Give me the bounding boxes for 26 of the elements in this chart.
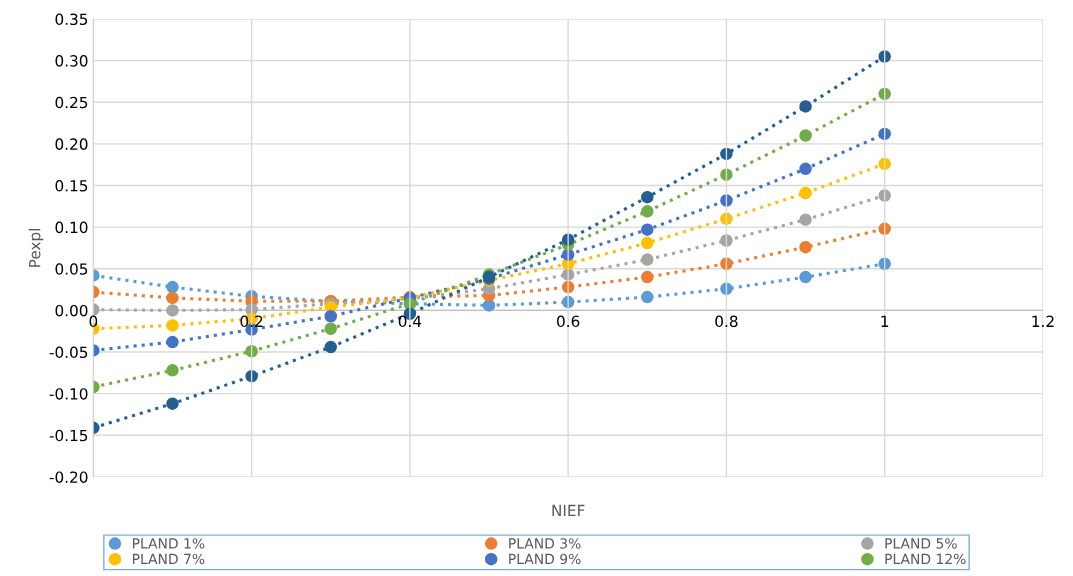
legend-label: PLAND 3% xyxy=(509,538,581,549)
y-tick-label: -0.20 xyxy=(49,471,88,483)
legend-label: PLAND 9% xyxy=(509,553,581,565)
y-tick-label: -0.15 xyxy=(49,429,88,442)
x-tick-label: 0.6 xyxy=(557,315,580,328)
y-tick-label: 0.05 xyxy=(55,263,88,275)
x-tick-label: 1 xyxy=(881,315,889,327)
y-tick-label: 0.10 xyxy=(55,221,88,234)
y-tick-label: 0.30 xyxy=(55,55,88,67)
y-axis-title: Pexpl xyxy=(28,229,44,267)
y-tick-label: 0.00 xyxy=(55,304,88,317)
legend-label: PLAND 7% xyxy=(132,553,205,565)
legend-label: PLAND 12% xyxy=(885,553,966,565)
y-tick-label: 0.20 xyxy=(55,138,88,150)
y-tick-label: 0.35 xyxy=(55,13,88,26)
y-tick-label: -0.10 xyxy=(49,388,88,400)
y-tick-label: -0.05 xyxy=(49,346,88,359)
y-tick-label: 0.15 xyxy=(55,179,88,192)
x-tick-label: 0.4 xyxy=(398,315,422,328)
x-tick-label: 1.2 xyxy=(1032,315,1054,327)
legend-label: PLAND 1% xyxy=(132,538,205,549)
y-tick-label: 0.25 xyxy=(55,96,88,109)
x-axis-title: NIEF xyxy=(552,504,585,517)
x-tick-label: 0 xyxy=(89,315,98,328)
x-tick-label: 0.8 xyxy=(715,315,738,328)
legend-label: PLAND 5% xyxy=(885,538,957,549)
